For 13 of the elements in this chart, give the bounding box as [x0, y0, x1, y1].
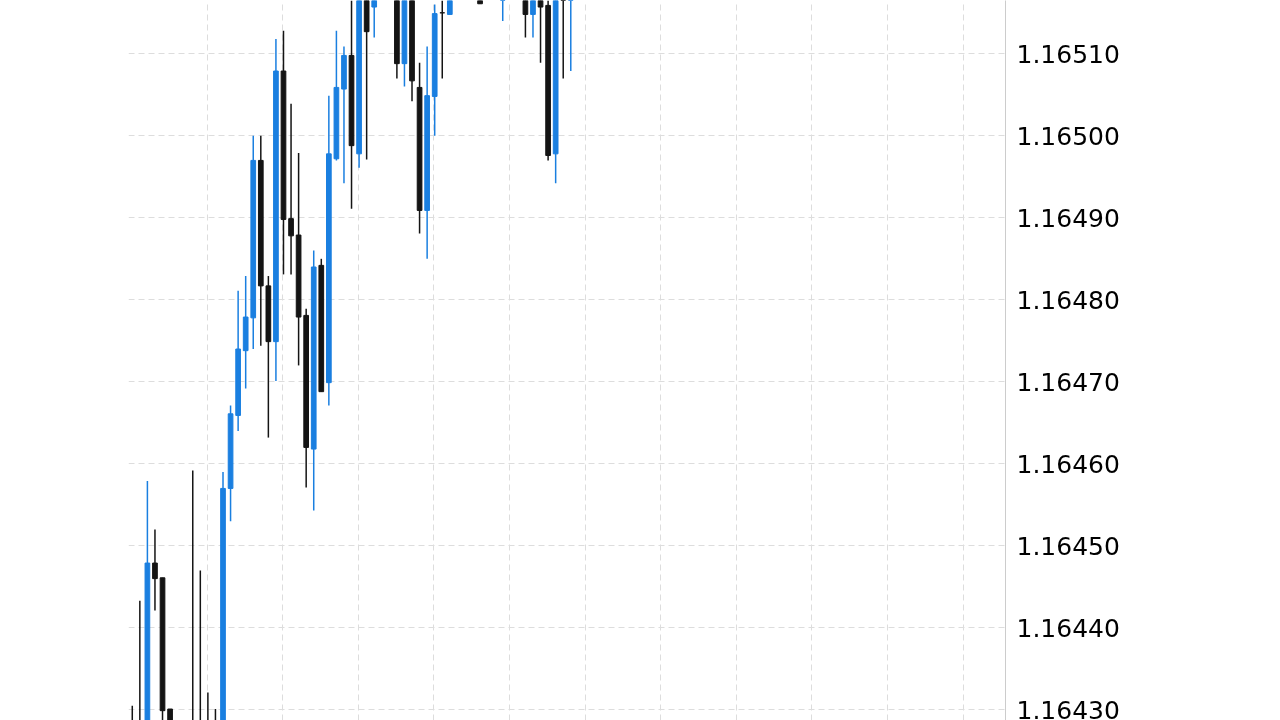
y-tick-label: 1.16450	[1016, 531, 1120, 561]
y-tick-label: 1.16490	[1016, 203, 1120, 233]
y-tick-label: 1.16430	[1016, 695, 1120, 720]
candlestick	[371, 0, 378, 39]
candlestick	[522, 0, 529, 39]
y-tick-label: 1.16440	[1016, 613, 1120, 643]
y-tick-label: 1.16480	[1016, 285, 1120, 315]
y-tick-label: 1.16460	[1016, 449, 1120, 479]
candlestick	[288, 103, 294, 276]
y-tick-label: 1.16510	[1016, 39, 1120, 69]
y-tick-label: 1.16470	[1016, 367, 1120, 397]
y-tick-label: 1.16500	[1016, 121, 1120, 151]
candlestick	[152, 528, 158, 612]
